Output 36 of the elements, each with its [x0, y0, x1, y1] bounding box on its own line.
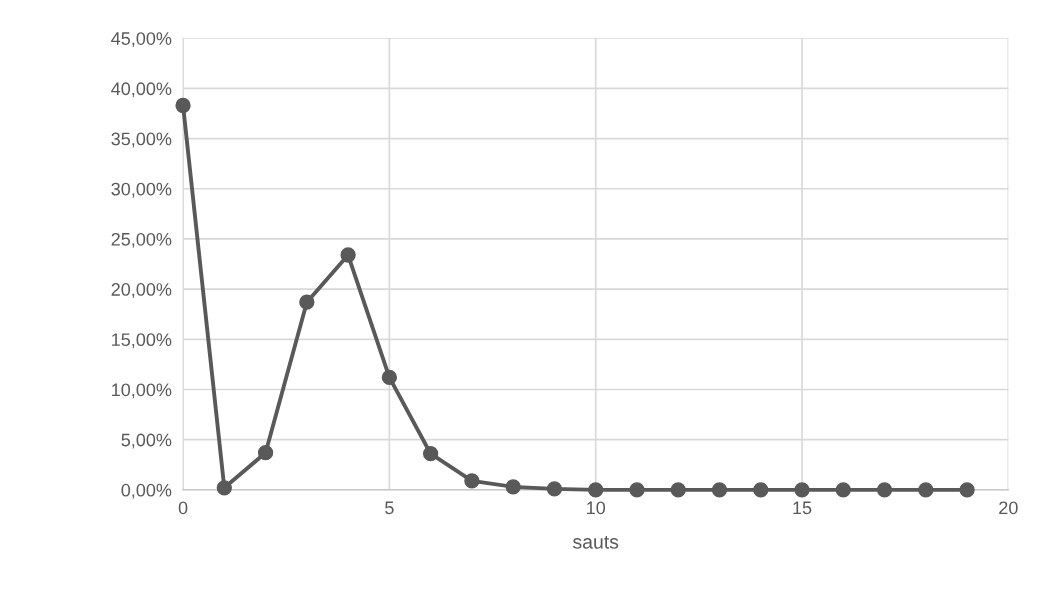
y-tick-label: 0,00% — [121, 483, 172, 499]
y-tick-label: 25,00% — [111, 232, 172, 248]
point — [546, 481, 563, 497]
x-tick-label: 15 — [793, 501, 812, 515]
point — [216, 480, 232, 496]
y-tick-label: 10,00% — [112, 383, 172, 399]
x-tick-label: 10 — [587, 501, 606, 515]
y-tick-label: 20,00% — [111, 283, 172, 298]
point — [175, 97, 191, 114]
y-tick-label: 40,00% — [111, 82, 172, 98]
point — [340, 247, 356, 263]
x-tick-label: 5 — [385, 501, 394, 515]
point — [629, 482, 645, 498]
point — [381, 369, 398, 386]
point — [876, 482, 893, 498]
point — [711, 482, 728, 498]
point — [505, 479, 521, 495]
x-tick-label: 0 — [178, 501, 188, 515]
x-axis-title: sauts — [573, 535, 619, 549]
y-tick-label: 45,00% — [111, 32, 172, 48]
y-tick-label: 30,00% — [111, 182, 172, 198]
point — [918, 482, 934, 498]
point — [464, 473, 480, 489]
point — [588, 482, 604, 498]
point — [794, 482, 810, 498]
x-tick-label: 20 — [999, 501, 1018, 515]
y-tick-label: 15,00% — [112, 333, 172, 349]
point — [299, 294, 315, 310]
y-tick-label: 35,00% — [111, 132, 172, 148]
y-tick-label: 5,00% — [121, 433, 172, 449]
point — [422, 446, 439, 462]
point — [959, 482, 975, 498]
point — [670, 482, 686, 498]
point — [257, 445, 274, 461]
point — [835, 482, 851, 498]
point — [753, 482, 769, 498]
